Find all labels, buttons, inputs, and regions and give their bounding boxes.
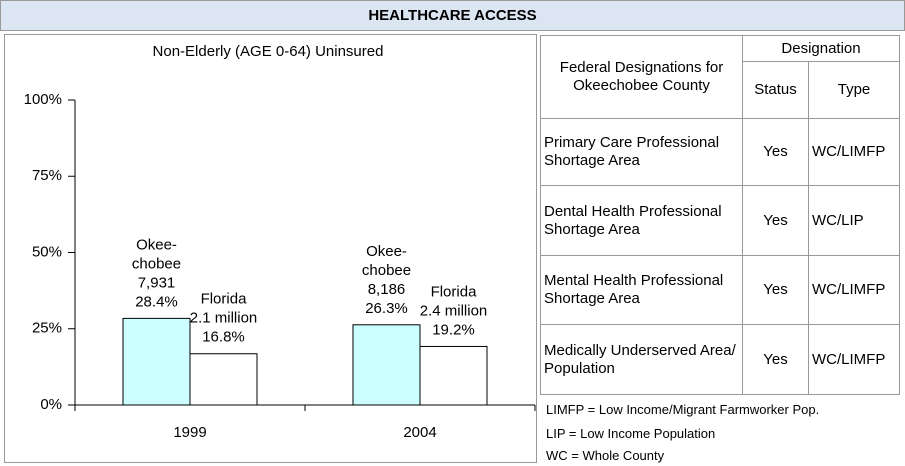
chart-title: Non-Elderly (AGE 0-64) Uninsured (153, 43, 384, 60)
y-tick-label: 0% (40, 396, 62, 413)
y-tick-label: 75% (32, 167, 62, 184)
data-label: 26.3% (365, 300, 408, 317)
bar (122, 317, 191, 406)
data-label: 19.2% (432, 321, 475, 338)
data-label: Florida (201, 291, 248, 308)
bar (189, 353, 258, 406)
data-label: 16.8% (202, 329, 245, 346)
table-cell: Yes (742, 255, 809, 325)
footnote: WC = Whole County (546, 448, 665, 463)
table-cell: Yes (742, 118, 809, 186)
table-header: Status (742, 61, 809, 119)
data-label: 2.1 million (190, 310, 258, 327)
table-header: Type (808, 61, 900, 119)
table-cell: WC/LIMFP (808, 118, 900, 186)
chart: Non-Elderly (AGE 0-64) Uninsured 0% 25% 50… (24, 43, 536, 441)
footnote: LIP = Low Income Population (546, 426, 716, 441)
table-cell: WC/LIP (808, 185, 900, 256)
table-cell: Dental Health Professional Shortage Area (540, 185, 743, 256)
x-tick-label: 2004 (403, 424, 436, 441)
data-label: 8,186 (368, 281, 406, 298)
table-cell: Yes (742, 324, 809, 395)
bar (419, 345, 488, 406)
header-title: HEALTHCARE ACCESS (0, 0, 905, 31)
table-cell: Yes (742, 185, 809, 256)
data-label: Okee- (136, 236, 177, 253)
data-label: 2.4 million (420, 302, 488, 319)
data-label: 28.4% (135, 293, 178, 310)
table-cell: WC/LIMFP (808, 255, 900, 325)
table-cell: Mental Health Professional Shortage Area (540, 255, 743, 325)
table-cell: Medically Underserved Area/ Population (540, 324, 743, 395)
x-tick-label: 1999 (173, 424, 206, 441)
table-header: Federal Designations for Okeechobee Coun… (540, 35, 743, 119)
y-tick-label: 100% (24, 91, 62, 108)
data-label: 7,931 (138, 274, 176, 291)
data-label: chobee (362, 262, 411, 279)
y-tick-label: 25% (32, 320, 62, 337)
footnote: LIMFP = Low Income/Migrant Farmworker Po… (546, 402, 820, 417)
chart-frame (4, 34, 537, 463)
data-label: Florida (431, 283, 478, 300)
data-label: chobee (132, 255, 181, 272)
table-cell: WC/LIMFP (808, 324, 900, 395)
data-label: Okee- (366, 243, 407, 260)
bar (352, 324, 421, 406)
y-tick-label: 50% (32, 243, 62, 260)
table-header: Designation (742, 35, 900, 62)
table-cell: Primary Care Professional Shortage Area (540, 118, 743, 186)
